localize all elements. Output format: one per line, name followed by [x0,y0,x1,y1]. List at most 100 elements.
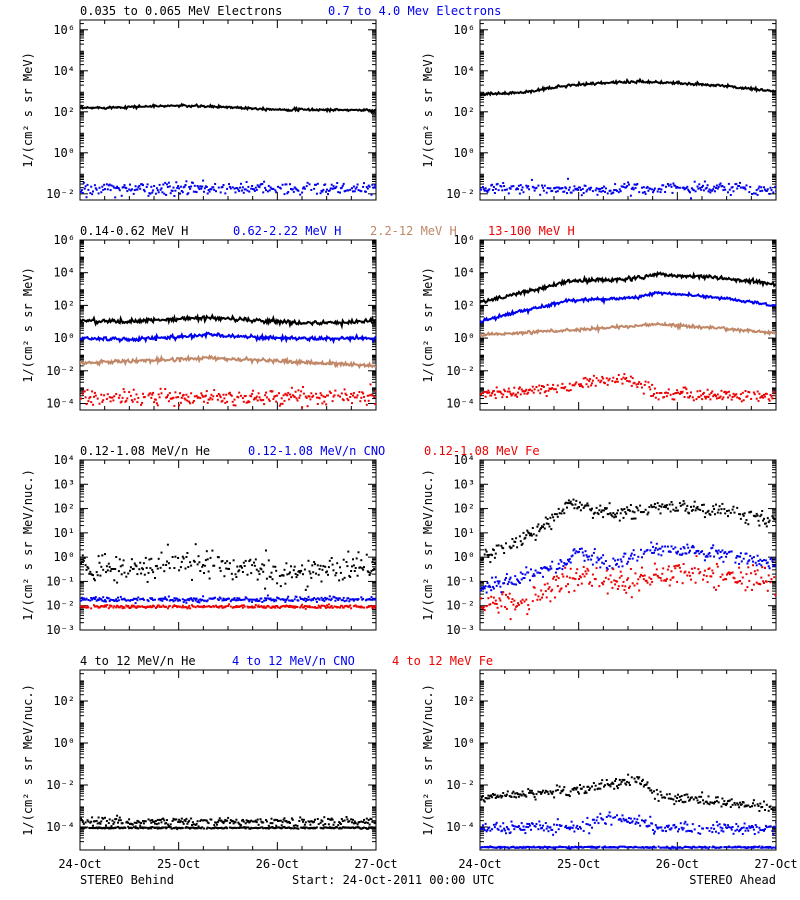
data-point [665,579,667,582]
data-point [120,194,123,197]
data-point [595,187,598,190]
data-point [716,796,719,799]
data-point [124,826,127,829]
data-point [616,512,618,515]
data-point [319,564,322,567]
data-point [327,566,330,569]
data-point [692,189,695,192]
data-point [599,787,602,790]
data-point [358,821,361,823]
data-point [645,783,648,786]
y-tick-label: 10⁰ [53,550,75,564]
data-point [291,818,294,821]
data-point [130,188,133,191]
data-point [667,565,670,568]
data-point [664,504,667,507]
data-point [554,513,556,516]
data-point [100,393,103,396]
data-point [368,574,371,576]
data-point [159,599,162,602]
data-point [182,822,185,825]
data-point [205,186,208,188]
data-point [331,606,334,609]
data-point [221,599,224,602]
data-point [223,820,226,823]
data-point [331,563,334,566]
data-point [322,188,325,191]
data-point [715,184,718,187]
data-point [675,800,678,803]
data-point [186,822,189,825]
data-point [741,513,744,516]
data-point [540,388,543,391]
data-point [715,550,718,553]
data-point [142,598,145,601]
data-point [351,821,353,824]
data-point [257,823,260,826]
data-point [725,555,728,558]
data-point [719,512,722,515]
data-point [537,595,540,598]
data-point [584,376,587,379]
data-point [557,507,560,510]
data-point [512,790,515,793]
data-point [579,509,582,512]
data-point [248,560,251,563]
data-point [303,605,306,608]
data-point [111,819,114,822]
data-point [212,395,215,398]
data-point [108,565,111,568]
data-point [686,543,689,546]
data-point [265,577,268,580]
data-point [568,576,571,579]
data-point [715,800,718,803]
data-point [520,543,523,546]
data-point [183,185,186,188]
data-point [362,568,365,571]
data-point [712,544,715,547]
row-title: 4 to 12 MeV/n CNO [232,654,355,668]
data-point [80,560,83,563]
data-point [283,825,286,828]
data-point [646,548,649,551]
data-point [701,550,704,553]
data-point [294,390,297,393]
data-point [589,188,592,191]
data-point [362,392,365,395]
data-point [696,799,699,802]
data-point [623,508,626,510]
data-point [228,562,231,565]
data-point [563,786,566,789]
data-point [529,789,531,792]
data-point [359,566,362,569]
data-point [552,383,555,386]
data-point [193,184,196,187]
data-point [554,596,556,599]
data-point [607,513,610,516]
data-point [502,792,505,794]
data-point [622,376,625,379]
data-point [297,389,300,392]
data-point [740,582,743,585]
data-point [568,186,571,189]
data-point [692,798,695,801]
y-tick-label: 10⁻² [46,599,75,613]
data-point [608,565,611,567]
data-point [180,560,183,563]
data-point [501,795,504,798]
data-point [203,187,206,190]
data-point [619,570,622,573]
data-point [520,388,523,391]
data-point [139,561,142,564]
data-point [363,826,365,829]
data-point [718,505,721,508]
series-points-blue [80,594,376,605]
data-point [323,816,326,819]
data-point [347,189,350,192]
data-point [650,395,653,397]
data-point [129,183,131,186]
data-point [630,384,633,387]
data-point [199,397,202,400]
data-point [93,604,95,607]
data-point [639,575,642,578]
